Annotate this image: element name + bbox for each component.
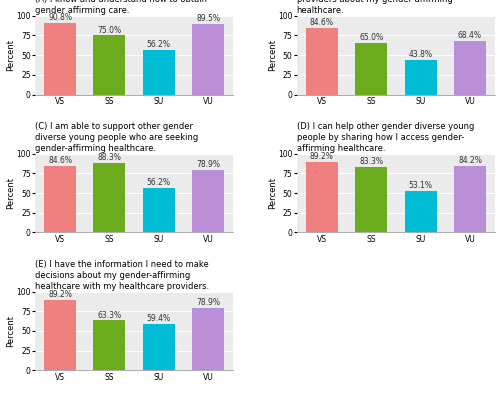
- Bar: [355, 43, 387, 95]
- Bar: [143, 323, 175, 370]
- Text: (D) I can help other gender diverse young
people by sharing how I access gender-: (D) I can help other gender diverse youn…: [296, 122, 474, 153]
- Bar: [192, 308, 224, 370]
- Bar: [143, 50, 175, 95]
- Text: 90.8%: 90.8%: [48, 13, 72, 22]
- Text: (C) I am able to support other gender
diverse young people who are seeking
gende: (C) I am able to support other gender di…: [35, 122, 198, 153]
- Bar: [192, 170, 224, 232]
- Bar: [94, 163, 126, 232]
- Bar: [404, 191, 436, 232]
- Text: 84.6%: 84.6%: [48, 156, 72, 165]
- Text: 63.3%: 63.3%: [98, 310, 122, 320]
- Y-axis label: Percent: Percent: [6, 39, 15, 71]
- Y-axis label: Percent: Percent: [6, 315, 15, 347]
- Text: 68.4%: 68.4%: [458, 31, 482, 40]
- Bar: [94, 320, 126, 370]
- Text: 83.3%: 83.3%: [359, 157, 383, 166]
- Text: 59.4%: 59.4%: [147, 314, 171, 323]
- Y-axis label: Percent: Percent: [268, 39, 276, 71]
- Text: 56.2%: 56.2%: [147, 40, 171, 49]
- Text: 43.8%: 43.8%: [408, 50, 432, 59]
- Text: 89.5%: 89.5%: [196, 14, 220, 23]
- Text: 75.0%: 75.0%: [98, 26, 122, 35]
- Bar: [355, 167, 387, 232]
- Bar: [454, 166, 486, 232]
- Bar: [44, 166, 76, 232]
- Bar: [454, 41, 486, 95]
- Text: 56.2%: 56.2%: [147, 178, 171, 187]
- Y-axis label: Percent: Percent: [268, 177, 276, 209]
- Bar: [306, 28, 338, 95]
- Text: 78.9%: 78.9%: [196, 160, 220, 169]
- Bar: [306, 162, 338, 232]
- Text: (B) I know when to contact healthcare
providers about my gender-affirming
health: (B) I know when to contact healthcare pr…: [296, 0, 458, 15]
- Bar: [94, 35, 126, 95]
- Text: 78.9%: 78.9%: [196, 298, 220, 307]
- Bar: [404, 60, 436, 95]
- Bar: [44, 23, 76, 95]
- Bar: [143, 188, 175, 232]
- Text: 89.2%: 89.2%: [48, 290, 72, 299]
- Text: (A) I know and understand how to obtain
gender affirming care.: (A) I know and understand how to obtain …: [35, 0, 207, 15]
- Legend: VS: Very Supportive, SS: Somewhat Supportive, SU: Somewhat Unsupportive, VS: Ver: VS: Very Supportive, SS: Somewhat Suppor…: [311, 292, 454, 358]
- Text: 88.3%: 88.3%: [98, 153, 122, 162]
- Text: 65.0%: 65.0%: [359, 33, 383, 43]
- Text: 84.2%: 84.2%: [458, 156, 482, 165]
- Bar: [44, 300, 76, 370]
- Text: 89.2%: 89.2%: [310, 152, 334, 161]
- Text: 53.1%: 53.1%: [408, 181, 432, 190]
- Text: (E) I have the information I need to make
decisions about my gender-affirming
he: (E) I have the information I need to mak…: [35, 260, 209, 291]
- Bar: [192, 24, 224, 95]
- Text: 84.6%: 84.6%: [310, 18, 334, 27]
- Y-axis label: Percent: Percent: [6, 177, 15, 209]
